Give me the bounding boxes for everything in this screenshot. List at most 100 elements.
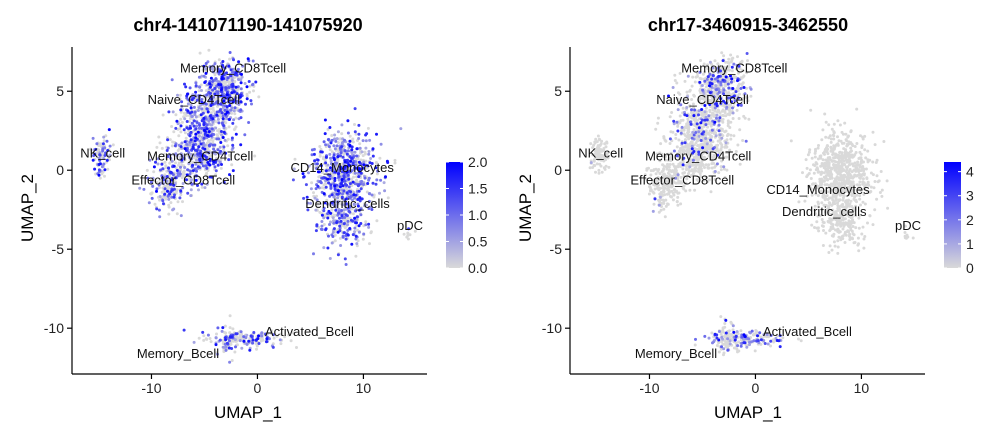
- cell-point: [222, 130, 226, 134]
- cell-point: [145, 168, 149, 172]
- panel-1-title: chr4-141071190-141075920: [133, 15, 362, 35]
- cell-point: [593, 164, 597, 168]
- cell-point: [833, 166, 837, 170]
- cell-point: [603, 167, 607, 171]
- cluster-label: Activated_Bcell: [265, 324, 354, 339]
- cell-point: [328, 194, 332, 198]
- cell-point: [202, 128, 206, 132]
- cell-point: [340, 188, 344, 192]
- cell-point: [333, 179, 337, 183]
- cell-point: [211, 88, 215, 92]
- cell-point: [201, 68, 205, 72]
- cell-point: [375, 132, 378, 136]
- cell-point: [332, 182, 336, 186]
- cell-point: [355, 147, 359, 151]
- cell-point: [346, 223, 349, 227]
- cell-point: [228, 118, 231, 121]
- cell-point: [158, 178, 162, 182]
- cell-point: [231, 88, 235, 92]
- cell-point: [196, 184, 199, 187]
- cell-point: [217, 58, 221, 62]
- cell-point: [815, 220, 819, 224]
- cell-point: [720, 136, 724, 140]
- cell-point: [851, 144, 855, 148]
- cell-point: [346, 219, 350, 223]
- cell-point: [160, 162, 164, 166]
- legend-tick-label: 0.5: [468, 234, 488, 250]
- cell-point: [350, 156, 354, 160]
- cell-point: [200, 185, 204, 189]
- cell-point: [172, 183, 176, 187]
- cell-point: [862, 246, 866, 250]
- cell-point: [207, 130, 211, 134]
- cell-point: [361, 237, 365, 241]
- cell-point: [324, 161, 328, 165]
- cell-point: [203, 101, 206, 105]
- cell-point: [188, 134, 192, 138]
- cell-point: [860, 232, 864, 236]
- cell-point: [197, 336, 201, 340]
- cell-point: [707, 114, 711, 118]
- cell-point: [333, 213, 337, 217]
- cell-point: [340, 132, 344, 136]
- cell-point: [343, 182, 347, 186]
- cell-point: [228, 57, 232, 61]
- cell-point: [351, 212, 355, 216]
- cell-point: [363, 150, 367, 154]
- cell-point: [220, 88, 223, 92]
- cell-point: [696, 144, 700, 148]
- cell-point: [189, 152, 193, 156]
- cell-point: [175, 119, 179, 123]
- cell-point: [182, 128, 186, 132]
- cell-point: [713, 59, 717, 63]
- cell-point: [726, 124, 730, 128]
- cell-point: [363, 176, 367, 180]
- cell-point: [149, 192, 153, 196]
- cell-point: [226, 96, 230, 100]
- cell-point: [363, 204, 366, 208]
- cell-point: [194, 127, 198, 131]
- cell-point: [89, 147, 93, 151]
- cell-point: [745, 96, 749, 100]
- cell-point: [839, 238, 843, 242]
- cell-point: [330, 138, 334, 142]
- cell-point: [216, 92, 220, 96]
- panel-1-color-legend: 0.00.51.01.52.0: [446, 154, 488, 276]
- cell-point: [229, 68, 233, 72]
- cell-point: [361, 154, 365, 158]
- cell-point: [98, 162, 102, 166]
- cell-point: [229, 74, 233, 78]
- cell-point: [234, 85, 238, 89]
- cell-point: [832, 156, 835, 160]
- cell-point: [206, 110, 210, 114]
- cell-point: [216, 148, 220, 152]
- cell-point: [681, 167, 685, 171]
- cell-point: [161, 182, 165, 185]
- cell-point: [594, 137, 598, 141]
- cell-point: [346, 233, 350, 237]
- cell-point: [316, 170, 320, 174]
- cell-point: [325, 198, 329, 202]
- cell-point: [287, 333, 291, 337]
- cell-point: [357, 132, 361, 136]
- cell-point: [678, 114, 682, 118]
- cell-point: [221, 63, 225, 67]
- cell-point: [342, 208, 346, 212]
- cell-point: [222, 124, 226, 128]
- cell-point: [97, 148, 101, 152]
- cell-point: [731, 111, 735, 115]
- cell-point: [707, 122, 711, 125]
- cell-point: [216, 352, 219, 356]
- cell-point: [726, 337, 730, 341]
- cell-point: [174, 113, 178, 117]
- cell-point: [215, 84, 219, 88]
- cell-point: [727, 91, 731, 95]
- cluster-label: Dendritic_cells: [305, 196, 390, 211]
- cell-point: [413, 229, 417, 233]
- cell-point: [339, 244, 343, 247]
- cell-point: [172, 164, 176, 168]
- cell-point: [316, 201, 319, 205]
- cell-point: [229, 108, 233, 112]
- cell-point: [843, 121, 847, 125]
- cell-point: [198, 154, 202, 158]
